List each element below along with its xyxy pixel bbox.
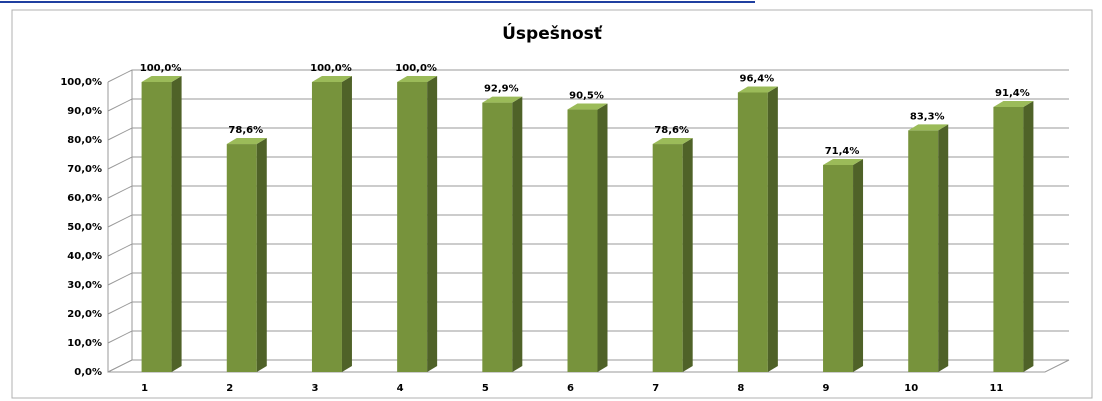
x-tick-label: 11 (989, 383, 1003, 394)
chart-title: Úspešnosť (502, 22, 603, 44)
value-label: 100,0% (140, 63, 182, 74)
bar-top (482, 96, 523, 103)
y-tick-label: 60,0% (67, 193, 102, 204)
y-tick-label: 70,0% (67, 164, 102, 175)
bar-top (993, 100, 1034, 107)
value-label: 96,4% (740, 73, 775, 84)
bar-side (1023, 100, 1034, 372)
bar-side (853, 158, 864, 372)
bar-top (823, 158, 864, 165)
bar-side (427, 76, 438, 372)
y-tick-label: 10,0% (67, 338, 102, 349)
x-tick-label: 2 (226, 383, 233, 394)
bar-side (512, 96, 523, 372)
bar-side (938, 124, 949, 373)
bar (397, 82, 428, 372)
bar-side (171, 76, 182, 372)
y-tick-label: 90,0% (67, 106, 102, 117)
value-label: 90,5% (569, 91, 604, 102)
bar (311, 82, 342, 372)
y-tick-label: 0,0% (74, 367, 102, 378)
value-label: 78,6% (654, 125, 689, 136)
value-label: 83,3% (910, 111, 945, 122)
value-label: 100,0% (310, 63, 352, 74)
y-tick-label: 30,0% (67, 280, 102, 291)
x-tick-label: 5 (482, 383, 489, 394)
value-label: 92,9% (484, 84, 519, 95)
value-label: 91,4% (995, 88, 1030, 99)
x-tick-label: 1 (141, 383, 148, 394)
value-label: 100,0% (395, 63, 437, 74)
x-tick-label: 6 (567, 383, 574, 394)
bar-side (256, 138, 267, 372)
bar-top (226, 138, 267, 145)
grid-line (107, 69, 1069, 83)
y-tick-label: 20,0% (67, 309, 102, 320)
bar-side (341, 76, 352, 372)
bar-side (682, 138, 693, 372)
y-tick-label: 50,0% (67, 222, 102, 233)
bar-top (311, 76, 352, 82)
bar (993, 106, 1024, 372)
bar-top (737, 86, 778, 93)
bar (226, 144, 257, 372)
y-tick-label: 80,0% (67, 135, 102, 146)
x-tick-label: 8 (737, 383, 744, 394)
bar (652, 144, 683, 372)
value-label: 78,6% (228, 125, 263, 136)
x-tick-label: 7 (652, 383, 659, 394)
bar-side (597, 103, 608, 373)
bar-top (652, 138, 693, 145)
bar (567, 109, 598, 373)
bar (823, 164, 854, 372)
x-tick-label: 3 (311, 383, 318, 394)
bar (482, 102, 513, 372)
bar-top (567, 103, 608, 110)
bar (737, 92, 768, 372)
bar (908, 130, 939, 372)
bar-top (908, 124, 949, 131)
bar-top (397, 76, 438, 82)
bar-side (767, 86, 778, 372)
y-tick-label: 40,0% (67, 251, 102, 262)
value-label: 71,4% (825, 146, 860, 157)
x-tick-label: 9 (823, 383, 830, 394)
x-tick-label: 4 (397, 383, 404, 394)
y-tick-label: 100,0% (60, 77, 102, 88)
bar-top (141, 76, 182, 82)
bar (141, 82, 172, 372)
x-tick-label: 10 (904, 383, 918, 394)
